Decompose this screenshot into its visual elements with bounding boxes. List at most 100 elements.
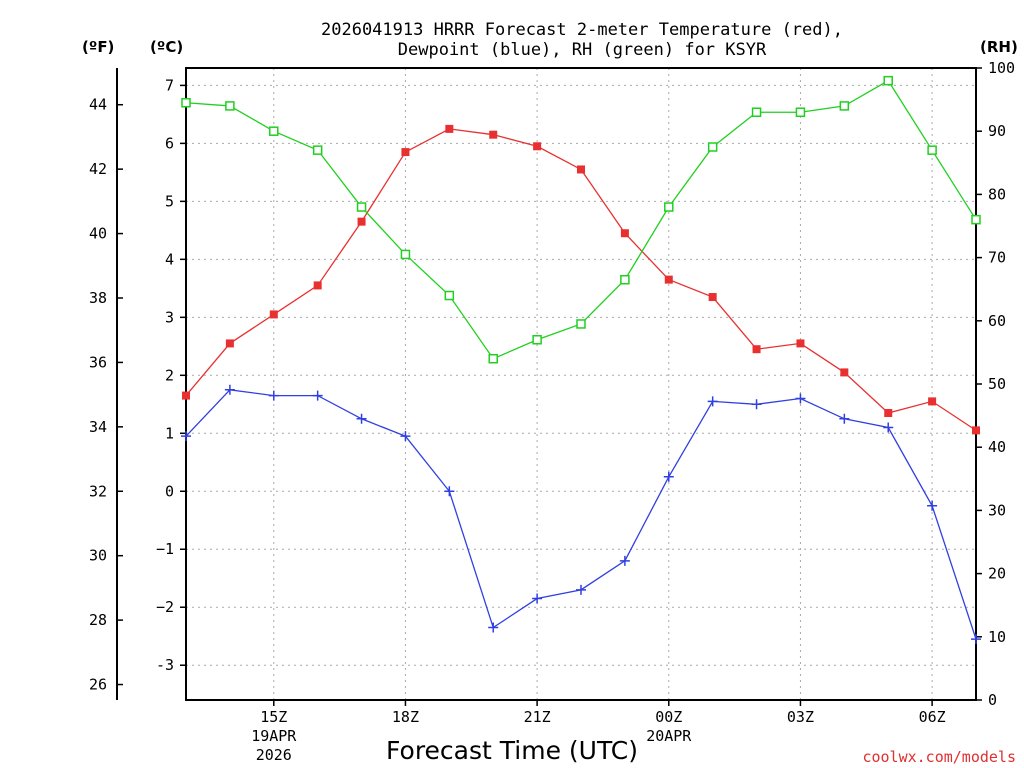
credit-text: coolwx.com/models [862,748,1016,766]
temperature-point [225,339,234,348]
temperature-point [401,148,410,157]
x-tick-label: 21Z [524,708,551,726]
fahrenheit-tick-label: 32 [89,482,107,500]
temperature-line [185,128,977,431]
rh-point [400,249,411,260]
rh-tick-label: 100 [988,59,1015,77]
rh-tick-label: 60 [988,312,1006,330]
dewpoint-point [751,399,762,410]
rh-tick-label: 40 [988,438,1006,456]
x-date-label: 19APR [251,727,297,745]
dewpoint-point [971,634,981,645]
celsius-tick-label: 5 [165,192,174,210]
x-tick-label: 15Z [260,708,287,726]
dewpoint-point [268,390,279,401]
x-tick-label: 18Z [392,708,419,726]
series-group [181,75,981,645]
dewpoint-point [444,486,455,497]
rh-point [269,126,279,136]
fahrenheit-unit-label: (ºF) [82,38,114,56]
x-tick-label: 06Z [919,708,946,726]
temperature-point [708,293,717,302]
dewpoint-point [181,431,191,442]
temperature-point [577,165,585,174]
temperature-point [313,281,322,290]
rh-point [356,202,367,212]
fahrenheit-tick-label: 42 [89,160,107,178]
temperature-point [620,229,629,238]
rh-point [707,142,718,152]
temperature-point [489,130,498,139]
rh-tick-label: 70 [988,249,1006,267]
fahrenheit-tick-label: 34 [89,418,107,436]
rh-line [185,79,977,360]
rh-point [312,145,323,155]
rh-tick-label: 20 [988,565,1006,583]
fahrenheit-tick-label: 40 [89,225,107,243]
rh-point [927,145,937,155]
dewpoint-point [400,431,411,442]
celsius-tick-label: −1 [156,540,174,558]
temperature-point [445,124,454,133]
dewpoint-point [927,500,938,511]
dewpoint-point [576,584,586,595]
dewpoint-point [707,396,718,407]
celsius-tick-label: 1 [165,424,174,442]
temperature-point [182,391,190,400]
rh-point [225,101,235,111]
rh-tick-label: 80 [988,185,1006,203]
dewpoint-point [356,413,367,424]
rh-tick-label: 90 [988,122,1006,140]
temperature-point [972,426,980,435]
temperature-point [840,368,849,377]
fahrenheit-tick-label: 28 [89,611,107,629]
rh-point [181,98,191,108]
celsius-unit-label: (ºC) [150,38,183,56]
rh-point [795,107,806,117]
fahrenheit-tick-label: 38 [89,289,107,307]
rh-point [839,101,850,111]
temperature-point [796,339,805,348]
dewpoint-point [663,471,674,482]
celsius-tick-label: 2 [165,366,174,384]
x-tick-label: 00Z [655,708,682,726]
rh-point [883,75,893,86]
temperature-point [357,217,366,226]
fahrenheit-tick-label: 36 [89,353,107,371]
rh-point [620,274,630,285]
temperature-point [664,275,673,284]
rh-unit-label: (RH) [980,38,1018,56]
rh-tick-label: 0 [988,691,997,709]
chart-title: 2026041913 HRRR Forecast 2-meter Tempera… [321,20,843,40]
dewpoint-point [532,593,543,604]
rh-point [576,319,586,329]
celsius-tick-label: 0 [165,482,174,500]
dewpoint-point [619,555,630,566]
celsius-tick-label: −2 [156,598,174,616]
rh-point [532,335,542,345]
temperature-point [752,345,761,354]
fahrenheit-tick-label: 26 [89,676,107,694]
dewpoint-point [312,390,323,401]
rh-point [444,290,455,301]
temperature-point [884,408,893,417]
rh-point [664,202,674,212]
celsius-tick-label: 4 [165,250,174,268]
dewpoint-point [883,422,894,433]
dewpoint-line [185,389,977,640]
rh-point [751,107,762,117]
temperature-point [269,310,278,319]
dewpoint-point [795,393,806,404]
x-year-label: 2026 [256,746,292,764]
temperature-point [928,397,937,406]
celsius-tick-label: 6 [165,134,174,152]
fahrenheit-tick-label: 30 [89,547,107,565]
x-date-label: 20APR [646,727,692,745]
rh-tick-label: 50 [988,375,1006,393]
dewpoint-point [224,384,235,395]
rh-tick-label: 10 [988,628,1006,646]
dewpoint-point [839,413,850,424]
rh-point [971,214,981,225]
